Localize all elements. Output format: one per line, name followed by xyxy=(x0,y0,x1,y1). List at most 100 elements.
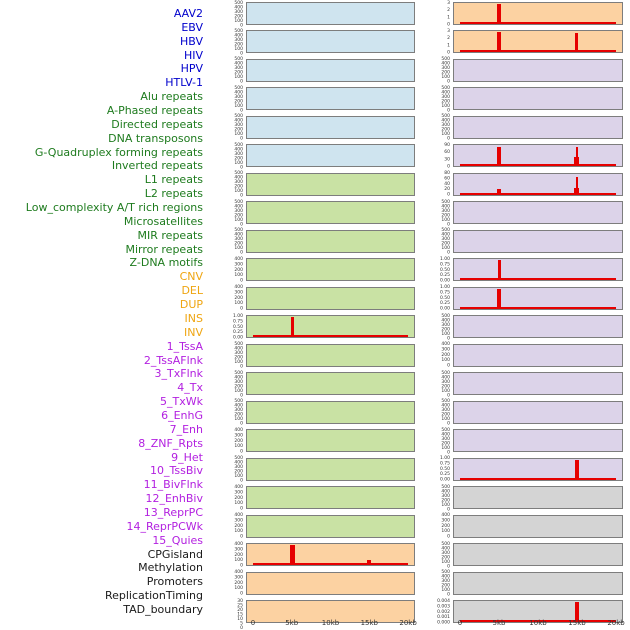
y-tick-label: 0 xyxy=(240,136,243,142)
y-tick-label: 400 xyxy=(441,317,450,323)
baseline-mark xyxy=(459,192,617,195)
y-tick-label: 300 xyxy=(234,379,243,385)
y-axis-tick-values: 400 300 200 100 0 xyxy=(422,342,450,368)
y-tick-label: 200 xyxy=(441,70,450,76)
y-tick-label: 300 xyxy=(234,546,243,552)
y-axis-tick-values: 1.00 0.75 0.50 0.25 0.00 xyxy=(422,456,450,482)
baseline-mark xyxy=(459,164,617,167)
y-tick-label: 200 xyxy=(441,583,450,589)
row-label-9_Het: 9_Het xyxy=(171,450,203,464)
y-axis-ticks-9_Het: 1.00 0.75 0.50 0.25 0.00 xyxy=(422,285,450,311)
y-tick-label: 300 xyxy=(234,432,243,438)
y-tick-label: 3 xyxy=(447,28,450,34)
y-tick-label: 0.00 xyxy=(439,277,450,283)
spike-mark xyxy=(574,602,579,623)
y-axis-ticks-CPGisland: 500 400 300 200 100 0 xyxy=(422,484,450,512)
y-axis-ticks-MIR repeats: 500 400 300 200 100 0 xyxy=(215,455,243,483)
signal-track-8_ZNF_Rpts xyxy=(453,258,623,282)
y-axis-ticks-HPV: 500 400 300 200 100 0 xyxy=(215,113,243,142)
row-label-DEL: DEL xyxy=(181,284,203,298)
y-axis-ticks-Methylation: 400 300 200 100 0 xyxy=(422,513,450,539)
row-label-6_EnhG: 6_EnhG xyxy=(161,408,203,422)
y-axis-tick-values: 500 400 300 200 100 0 xyxy=(422,570,450,598)
signal-track-Directed repeats xyxy=(246,229,415,253)
row-label-L2 repeats: L2 repeats xyxy=(144,187,203,201)
y-tick-label: 20 xyxy=(444,187,450,192)
y-tick-label: 3 xyxy=(447,0,450,5)
row-label-5_TxWk: 5_TxWk xyxy=(160,395,203,409)
y-axis-ticks-AAV2: 500 400 300 200 100 0 xyxy=(215,0,243,28)
y-axis-tick-values: 500 400 300 200 100 0 xyxy=(215,341,243,369)
y-tick-label: 500 xyxy=(234,455,243,461)
signal-track-5_TxWk xyxy=(453,172,623,196)
y-tick-label: 0 xyxy=(447,506,450,512)
y-tick-label: 300 xyxy=(441,550,450,556)
y-tick-label: 400 xyxy=(234,484,243,490)
y-tick-label: 200 xyxy=(234,295,243,301)
y-tick-label: 0 xyxy=(240,591,243,597)
row-label-Microsatellites: Microsatellites xyxy=(123,214,203,228)
y-tick-label: 300 xyxy=(234,151,243,157)
y-axis-ticks-6_EnhG: 500 400 300 200 100 0 xyxy=(422,200,450,227)
y-axis-ticks-10_TssBiv: 500 400 300 200 100 0 xyxy=(422,314,450,341)
y-tick-label: 400 xyxy=(234,460,243,466)
signal-track-Low_complexity A/T rich regions xyxy=(246,400,415,424)
y-tick-label: 1.00 xyxy=(232,313,243,319)
x-axis-tick-label: 5kb xyxy=(285,619,299,627)
y-tick-label: 300 xyxy=(234,574,243,580)
y-axis-ticks-Microsatellites: 400 300 200 100 0 xyxy=(215,427,243,454)
y-tick-label: 30 xyxy=(444,156,450,162)
y-tick-label: 100 xyxy=(441,131,450,137)
y-tick-label: 100 xyxy=(441,559,450,565)
y-tick-label: 500 xyxy=(441,227,450,233)
y-tick-label: 400 xyxy=(441,118,450,124)
y-tick-label: 0.50 xyxy=(439,466,450,472)
y-axis-tick-values: 500 400 300 200 100 0 xyxy=(422,427,450,454)
y-tick-label: 0 xyxy=(447,107,450,113)
row-label-EBV: EBV xyxy=(181,20,203,34)
y-axis-tick-values: 500 400 300 200 100 0 xyxy=(215,170,243,198)
signal-track-6_EnhG xyxy=(453,201,623,225)
y-tick-label: 0.75 xyxy=(439,261,450,267)
y-tick-label: 300 xyxy=(234,179,243,185)
row-label-Promoters: Promoters xyxy=(146,575,203,589)
y-tick-label: 500 xyxy=(234,113,243,119)
y-tick-label: 300 xyxy=(441,65,450,71)
y-tick-label: 200 xyxy=(234,494,243,500)
y-axis-tick-values: 1.00 0.75 0.50 0.25 0.00 xyxy=(422,257,450,283)
y-axis-tick-values: 400 300 200 100 0 xyxy=(215,285,243,311)
y-tick-label: 0.25 xyxy=(232,329,243,335)
y-tick-label: 0.25 xyxy=(439,471,450,477)
y-tick-label: 100 xyxy=(234,103,243,109)
y-tick-label: 500 xyxy=(234,341,243,347)
y-tick-label: 0 xyxy=(240,164,243,170)
y-tick-label: 0 xyxy=(240,79,243,85)
y-tick-label: 200 xyxy=(441,212,450,218)
y-axis-tick-values: 500 400 300 200 100 0 xyxy=(422,484,450,512)
y-tick-label: 1.00 xyxy=(439,284,450,290)
y-axis-tick-values: 500 400 300 200 100 0 xyxy=(215,143,243,170)
y-tick-label: 0 xyxy=(240,22,243,28)
y-tick-label: 500 xyxy=(234,170,243,176)
y-tick-label: 2 xyxy=(447,35,450,41)
y-tick-label: 100 xyxy=(234,245,243,251)
y-tick-label: 500 xyxy=(234,199,243,205)
y-tick-label: 0 xyxy=(240,221,243,227)
y-tick-label: 100 xyxy=(234,160,243,166)
y-tick-label: 400 xyxy=(441,374,450,380)
signal-track-L2 repeats xyxy=(246,372,415,396)
y-tick-label: 0.25 xyxy=(439,300,450,306)
y-axis-tick-values: 500 400 300 200 100 0 xyxy=(215,228,243,255)
y-axis-ticks-HBV: 500 400 300 200 100 0 xyxy=(215,57,243,85)
y-tick-label: 400 xyxy=(234,203,243,209)
y-tick-label: 100 xyxy=(441,331,450,337)
signal-track-Alu repeats xyxy=(246,172,415,196)
y-tick-label: 400 xyxy=(441,341,450,347)
x-axis-tick-label: 10kb xyxy=(529,619,547,627)
spike-mark xyxy=(575,176,578,195)
y-tick-label: 0 xyxy=(447,221,450,227)
y-tick-label: 0 xyxy=(447,592,450,598)
row-label-G-Quadruplex forming repeats: G-Quadruplex forming repeats xyxy=(34,145,203,159)
y-tick-label: 300 xyxy=(234,65,243,71)
y-axis-ticks-13_ReprPC: 500 400 300 200 100 0 xyxy=(422,399,450,426)
